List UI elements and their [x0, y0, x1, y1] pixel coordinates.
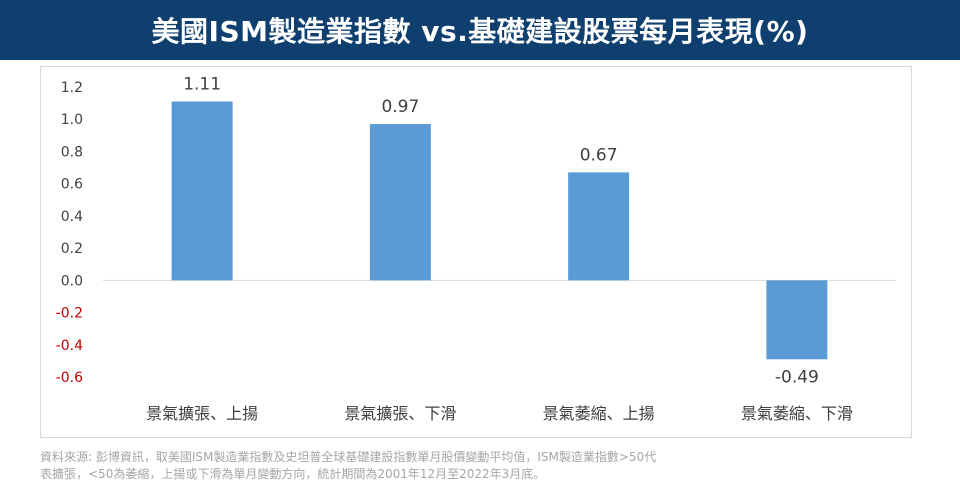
bar	[766, 280, 828, 360]
bar	[568, 172, 630, 281]
y-tick-label: 0.8	[61, 144, 83, 160]
data-label: -0.49	[775, 367, 819, 387]
y-tick-label: -0.6	[56, 370, 83, 386]
bar	[171, 101, 233, 281]
x-tick-label: 景氣擴張、下滑	[344, 404, 456, 423]
x-tick-label: 景氣萎縮、上揚	[543, 404, 655, 423]
y-tick-label: 0.2	[61, 241, 83, 257]
x-tick-label: 景氣萎縮、下滑	[741, 404, 853, 423]
chart-area: 1.2 1.0 0.8 0.6 0.4 0.2 0.0 -0.2 -0.4 -0.6 1.11 景氣擴…	[40, 66, 912, 438]
bar-chart: 1.2 1.0 0.8 0.6 0.4 0.2 0.0 -0.2 -0.4 -0.6 1.11 景氣擴…	[56, 75, 896, 423]
source-note-line-1: 資料來源: 彭博資訊，取美國ISM製造業指數及史坦普全球基礎建設指數單月股價變動…	[40, 450, 657, 464]
y-tick-label: 0.0	[61, 273, 83, 289]
y-tick-label: 1.2	[61, 80, 83, 96]
source-note-line-2: 表擴張，<50為萎縮，上揚或下滑為單月變動方向，統計期間為2001年12月至20…	[40, 467, 546, 481]
bar	[369, 124, 431, 281]
y-tick-label: 0.6	[61, 177, 83, 193]
x-tick-label: 景氣擴張、上揚	[146, 404, 258, 423]
y-tick-label: 0.4	[61, 209, 83, 225]
y-tick-label: -0.2	[56, 306, 83, 322]
data-label: 1.11	[183, 75, 221, 95]
chart-title: 美國ISM製造業指數 vs.基礎建設股票每月表現(%)	[151, 15, 809, 48]
y-tick-label: 1.0	[61, 112, 83, 128]
source-note: 資料來源: 彭博資訊，取美國ISM製造業指數及史坦普全球基礎建設指數單月股價變動…	[40, 449, 920, 483]
y-tick-label: -0.4	[56, 338, 83, 354]
data-label: 0.97	[381, 97, 419, 117]
data-label: 0.67	[580, 145, 618, 165]
title-banner: 美國ISM製造業指數 vs.基礎建設股票每月表現(%)	[0, 0, 960, 60]
